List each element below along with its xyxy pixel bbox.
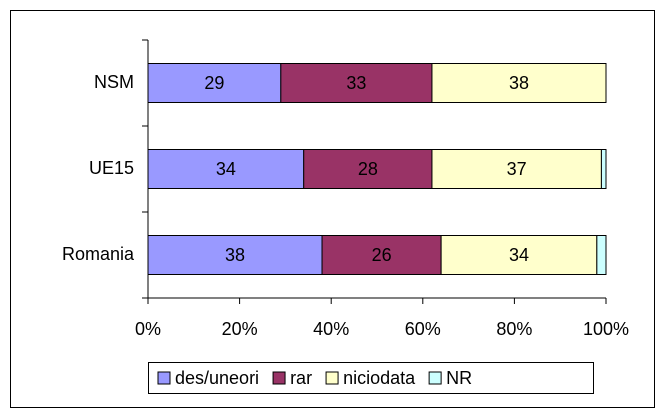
data-label: 38 (509, 73, 529, 93)
data-label: 29 (204, 73, 224, 93)
bar-segment (303, 149, 433, 189)
legend-swatch (157, 371, 171, 385)
x-tick-label: 0% (135, 319, 161, 339)
bar-segment (596, 235, 607, 275)
data-label: 34 (509, 245, 529, 265)
legend-swatch (428, 371, 442, 385)
bar-segment (147, 149, 305, 189)
bar-segment (431, 63, 607, 103)
legend-swatch (272, 371, 286, 385)
x-tick-label: 100% (583, 319, 629, 339)
x-tick-label: 40% (313, 319, 349, 339)
data-label: 37 (507, 159, 527, 179)
legend-label: NR (446, 368, 472, 388)
data-label: 33 (346, 73, 366, 93)
data-label: 34 (216, 159, 236, 179)
y-tick-label: NSM (94, 72, 134, 92)
data-label: 38 (225, 245, 245, 265)
bar-segment (600, 149, 607, 189)
data-label: 26 (372, 245, 392, 265)
bar-segment (431, 149, 602, 189)
bar-segment (147, 63, 282, 103)
legend-box (148, 362, 594, 394)
x-tick-label: 80% (496, 319, 532, 339)
bar-segment (440, 235, 598, 275)
legend-label: niciodata (343, 368, 416, 388)
data-label: 28 (358, 159, 378, 179)
bar-segment (321, 235, 442, 275)
legend-swatch (325, 371, 339, 385)
legend-label: rar (290, 368, 312, 388)
x-tick-label: 60% (405, 319, 441, 339)
y-tick-label: UE15 (89, 158, 134, 178)
y-tick-label: Romania (62, 244, 135, 264)
x-tick-label: 20% (222, 319, 258, 339)
bar-segment (280, 63, 433, 103)
legend-label: des/uneori (175, 368, 259, 388)
